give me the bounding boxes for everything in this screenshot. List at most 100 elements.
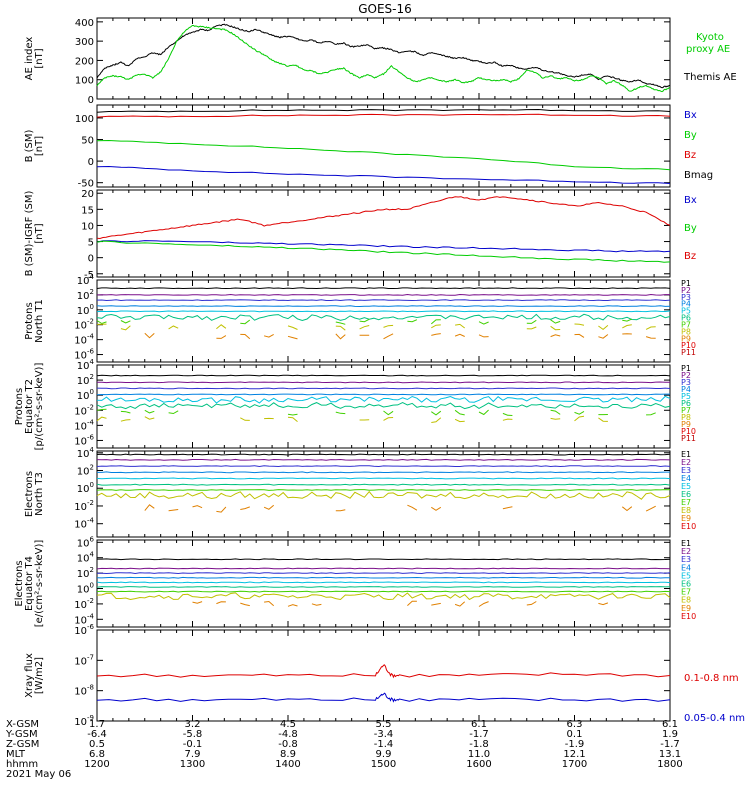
y-axis-label: B (SM) (24, 129, 35, 162)
series-line (96, 489, 671, 491)
legend-p2: P2 (681, 371, 691, 380)
series-line (96, 240, 671, 253)
series-line (478, 334, 489, 338)
series-line (407, 600, 417, 606)
series-line (455, 323, 466, 329)
x-tick-value: 6.1 (471, 719, 487, 730)
series-line (96, 381, 670, 384)
series-line (168, 509, 179, 512)
y-axis-label: Protons (24, 302, 35, 339)
y-tick-label: 0 (88, 157, 94, 168)
series-line (96, 393, 670, 396)
legend-e6: E6 (681, 580, 691, 589)
series-line (478, 321, 489, 325)
legend-p7: P7 (681, 406, 691, 415)
y-tick-label: 400 (75, 18, 94, 29)
y-axis-label: Electrons (24, 471, 35, 517)
series-line (287, 604, 298, 607)
legend-p6: P6 (681, 399, 691, 408)
legend-e8: E8 (681, 506, 691, 515)
x-tick-value: 6.1 (662, 719, 678, 730)
legend-p4: P4 (681, 300, 691, 309)
y-tick-label: 10-2 (74, 499, 94, 513)
series-line (96, 299, 671, 302)
y-tick-label: 100 (77, 388, 94, 402)
legend-e10: E10 (681, 612, 696, 621)
y-tick-label: 20 (81, 189, 94, 200)
series-line (335, 509, 346, 512)
legend-e9: E9 (681, 514, 691, 523)
x-tick-value: -1.7 (660, 739, 680, 750)
series-line (550, 319, 561, 324)
series-line (431, 324, 441, 329)
legend-p11: P11 (681, 434, 696, 443)
series-line (598, 602, 609, 606)
x-tick-value: 1.7 (89, 719, 105, 730)
y-tick-label: 102 (77, 566, 94, 580)
legend-e2: E2 (681, 458, 691, 467)
series-line (120, 419, 131, 422)
series-line (96, 408, 107, 411)
y-tick-label: 10-4 (74, 612, 94, 626)
series-line (97, 471, 670, 474)
legend-p3: P3 (681, 378, 691, 387)
y-tick-label: 10-4 (74, 418, 94, 432)
y-axis-label: Equator T2 (24, 379, 35, 434)
series-line (287, 413, 298, 416)
series-line (96, 581, 671, 584)
series-line (431, 506, 442, 511)
y-tick-label: 10-8 (74, 684, 94, 698)
series-line (96, 310, 671, 313)
series-line (96, 453, 671, 456)
y-tick-label: 104 (77, 358, 95, 372)
y-axis-label: AE index (24, 37, 35, 81)
series-line (97, 558, 671, 561)
y-tick-label: 10-4 (74, 517, 94, 531)
series-line (335, 321, 346, 325)
series-line (96, 108, 671, 113)
series-line (96, 320, 107, 325)
y-tick-label: 50 (81, 136, 94, 147)
x-tick-value: 1500 (371, 759, 396, 770)
x-tick-value: -1.4 (374, 739, 394, 750)
series-line (96, 139, 671, 171)
x-tick-value: 13.1 (659, 749, 681, 760)
legend-p10: P10 (681, 427, 696, 436)
legend-e1: E1 (681, 450, 691, 459)
legend-p3: P3 (681, 293, 691, 302)
series-line (216, 601, 226, 605)
y-axis-label: Xray flux (24, 653, 35, 698)
series-line (96, 240, 671, 263)
series-line (335, 411, 346, 415)
series-line (216, 335, 227, 339)
series-line (96, 165, 671, 184)
x-tick-value: 0.1 (567, 729, 583, 740)
series-line (502, 506, 513, 510)
x-tick-value: 5.5 (376, 719, 392, 730)
y-tick-label: 10-2 (74, 597, 94, 611)
series-line (120, 320, 131, 324)
series-line (359, 325, 370, 330)
series-line (96, 592, 671, 601)
legend-e10: E10 (681, 522, 696, 531)
x-tick-value: 7.9 (185, 749, 201, 760)
legend-e3: E3 (681, 555, 691, 564)
y-tick-label: 0 (88, 254, 94, 265)
y-tick-label: 102 (77, 288, 94, 302)
legend-bz: Bz (684, 150, 696, 161)
panel-frame (96, 17, 671, 100)
y-tick-label: 10-4 (74, 333, 94, 347)
x-tick-value: -3.4 (374, 729, 394, 740)
series-line (431, 417, 442, 423)
series-line (574, 333, 585, 338)
series-line (144, 409, 155, 414)
x-tick-value: 1200 (84, 759, 109, 770)
x-tick-value: 6.8 (89, 749, 105, 760)
y-tick-label: 100 (77, 481, 94, 495)
y-tick-label: 106 (77, 535, 95, 549)
legend-xray-short: 0.05-0.4 nm (684, 713, 745, 724)
y-tick-label: 104 (77, 446, 95, 460)
